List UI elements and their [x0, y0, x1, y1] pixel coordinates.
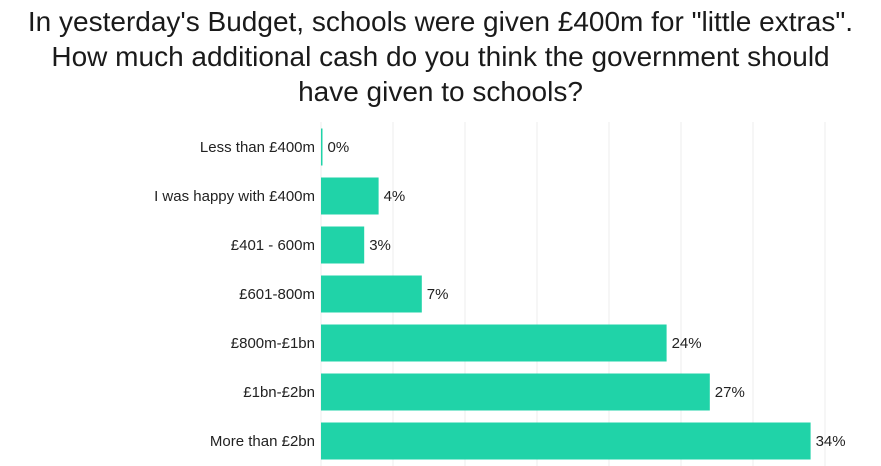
value-label: 24% — [672, 335, 702, 352]
bar — [321, 177, 379, 215]
bar — [321, 226, 365, 264]
chart-title-line-1: In yesterday's Budget, schools were give… — [27, 6, 854, 37]
value-label: 7% — [427, 286, 449, 303]
chart-title-line-3: have given to schools? — [298, 76, 583, 107]
category-label: I was happy with £400m — [154, 188, 315, 205]
category-label: More than £2bn — [210, 433, 315, 450]
bar — [321, 373, 710, 411]
bar — [321, 128, 323, 166]
chart-title-line-2: How much additional cash do you think th… — [51, 41, 830, 72]
bar — [321, 422, 811, 460]
value-label: 27% — [715, 384, 745, 401]
category-label: £601-800m — [239, 286, 315, 303]
value-label: 34% — [816, 433, 846, 450]
bar — [321, 275, 422, 313]
value-label: 4% — [384, 188, 406, 205]
chart-title: In yesterday's Budget, schools were give… — [0, 4, 881, 109]
value-label: 0% — [328, 139, 350, 156]
bar — [321, 324, 667, 362]
category-label: £401 - 600m — [231, 237, 315, 254]
category-label: £1bn-£2bn — [243, 384, 315, 401]
category-label: Less than £400m — [200, 139, 315, 156]
value-label: 3% — [369, 237, 391, 254]
category-label: £800m-£1bn — [231, 335, 315, 352]
